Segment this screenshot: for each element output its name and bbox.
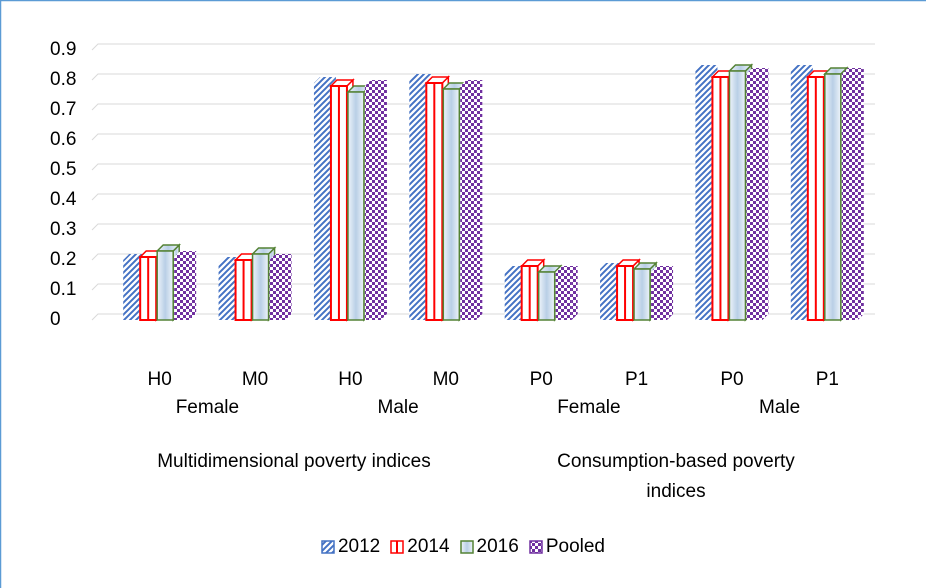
bar xyxy=(460,86,477,320)
bar-top xyxy=(746,68,769,74)
x-tick-label: H0 xyxy=(148,369,172,390)
bar-top xyxy=(174,251,197,257)
bar xyxy=(313,83,330,320)
bar-side xyxy=(857,68,864,320)
group-label: Female xyxy=(176,397,239,418)
grid-line xyxy=(91,103,875,111)
group-label: Multidimensional poverty indices xyxy=(157,451,431,472)
y-tick-label: 0.3 xyxy=(50,219,76,240)
bar xyxy=(174,257,191,320)
bar xyxy=(824,73,842,321)
legend-item: Pooled xyxy=(529,536,605,558)
x-tick-label: P0 xyxy=(530,369,553,390)
legend-label: 2016 xyxy=(476,536,519,557)
bar xyxy=(409,80,426,320)
bar xyxy=(651,272,668,320)
y-tick-label: 0.1 xyxy=(50,279,76,300)
y-tick-label: 0.5 xyxy=(50,159,76,180)
group-label: Consumption-based poverty indices xyxy=(557,451,795,502)
bar-side xyxy=(285,254,292,320)
y-tick-label: 0 xyxy=(50,309,61,330)
bar-top xyxy=(841,68,864,74)
x-tick-label: H0 xyxy=(338,369,362,390)
bar xyxy=(269,260,286,320)
bar xyxy=(746,74,763,320)
legend-label: 2014 xyxy=(407,536,450,557)
y-tick-label: 0.8 xyxy=(50,69,76,90)
bar-side xyxy=(667,266,674,320)
legend-label: Pooled xyxy=(545,536,605,557)
y-tick-label: 0.7 xyxy=(50,99,76,120)
bar xyxy=(695,71,712,320)
y-tick-label: 0.6 xyxy=(50,129,76,150)
bar xyxy=(537,271,556,321)
bar-top xyxy=(695,65,718,71)
bar-top xyxy=(790,65,813,71)
group-label: Male xyxy=(759,397,800,418)
grid-line xyxy=(91,73,875,81)
x-tick-label: M0 xyxy=(433,369,459,390)
y-tick-label: 0.9 xyxy=(50,39,76,60)
bar xyxy=(600,269,617,320)
x-tick-label: P1 xyxy=(816,369,839,390)
bar xyxy=(633,268,651,321)
group-label: Female xyxy=(557,397,620,418)
bar xyxy=(555,272,572,320)
group-label: Male xyxy=(378,397,419,418)
bar xyxy=(364,86,381,320)
bar xyxy=(251,253,270,321)
bar xyxy=(504,272,521,320)
grid-line xyxy=(91,133,875,141)
bar-side xyxy=(571,266,578,320)
legend-marker xyxy=(459,540,474,554)
grid-line xyxy=(91,43,875,51)
legend-item: 2012 xyxy=(321,536,380,558)
bar xyxy=(790,71,807,320)
bar-top xyxy=(555,266,578,272)
grid-line xyxy=(91,163,875,171)
grid-line xyxy=(91,193,875,201)
bar-top xyxy=(269,254,292,260)
legend-marker xyxy=(390,540,405,554)
bar-side xyxy=(476,80,483,320)
grid-line xyxy=(91,253,875,261)
y-tick-label: 0.2 xyxy=(50,249,76,270)
bar-top xyxy=(364,80,387,86)
bar-top xyxy=(313,77,336,83)
legend-label: 2012 xyxy=(337,536,381,557)
legend: 2012 2014 2016 Pooled xyxy=(0,536,926,558)
x-tick-label: P0 xyxy=(720,369,743,390)
bar-side xyxy=(190,251,197,320)
grid-line xyxy=(91,223,875,231)
bar xyxy=(841,74,858,320)
bar-side xyxy=(380,80,387,320)
x-tick-label: M0 xyxy=(242,369,268,390)
bar xyxy=(156,250,174,321)
bar xyxy=(347,91,365,321)
legend-marker xyxy=(529,540,543,554)
x-tick-label: P1 xyxy=(625,369,648,390)
legend-marker xyxy=(321,540,335,554)
bar-side xyxy=(762,68,769,320)
bar-top xyxy=(460,80,483,86)
legend-item: 2014 xyxy=(390,536,450,558)
legend-item: 2016 xyxy=(459,536,519,558)
bar xyxy=(123,260,140,320)
bar xyxy=(728,70,747,321)
bar xyxy=(442,88,461,321)
bar xyxy=(218,263,235,320)
y-tick-label: 0.4 xyxy=(50,189,77,210)
bar-top xyxy=(651,266,674,272)
bar-top xyxy=(409,74,432,80)
